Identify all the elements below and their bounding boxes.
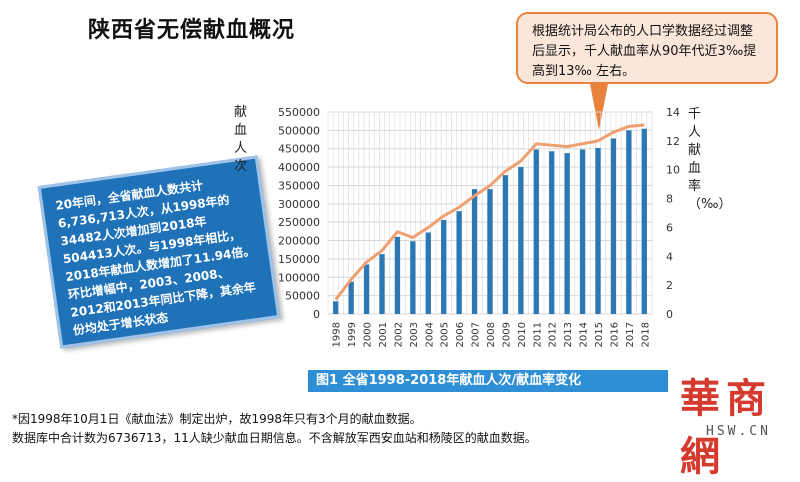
x-tick-2012: 2012 [548, 322, 559, 347]
y-tick-left: 500000 [278, 124, 320, 137]
bar-1999 [348, 281, 354, 314]
y-tick-right: 14 [666, 106, 680, 119]
y-ticks-right: 0 2 4 6 8 10 12 14 [666, 106, 680, 321]
figure-caption: 图1 全省1998-2018年献血人次/献血率变化 [308, 370, 668, 392]
bar-2004 [425, 232, 431, 314]
y-tick-left: 200000 [278, 235, 320, 248]
x-tick-2002: 2002 [393, 322, 404, 347]
bar-1998 [333, 301, 339, 314]
y-tick-left: 400000 [278, 161, 320, 174]
y-tick-left: 350000 [278, 179, 320, 192]
x-tick-2017: 2017 [625, 322, 636, 347]
bar-2017 [626, 130, 632, 314]
bar-2011 [533, 149, 539, 314]
callout-box: 根据统计局公布的人口学数据经过调整后显示，千人献血率从90年代近3‰提高到13‰… [516, 12, 778, 84]
y-tick-right: 10 [666, 164, 680, 177]
x-tick-1999: 1999 [347, 322, 358, 347]
x-tick-2004: 2004 [424, 322, 435, 347]
bar-2016 [610, 138, 617, 314]
x-tick-2018: 2018 [640, 322, 651, 347]
x-tick-2013: 2013 [563, 322, 574, 347]
bar-2005 [441, 219, 447, 314]
page-title: 陕西省无偿献血概况 [88, 18, 296, 43]
bar-series [333, 128, 647, 314]
y-tick-right: 8 [666, 193, 673, 206]
x-tick-2003: 2003 [409, 322, 420, 347]
x-tick-2007: 2007 [471, 322, 482, 347]
footnote-line-2: 数据库中合计数为6736713，11人缺少献血日期信息。不含解放军西安血站和杨陵… [12, 431, 537, 445]
x-tick-2010: 2010 [517, 322, 528, 347]
bar-2000 [363, 264, 370, 314]
x-ticks: 1998 1999 2000 2001 2002 2003 2004 2005 2006 2007… [332, 322, 652, 347]
rate-line [334, 123, 645, 301]
y-tick-left: 450000 [278, 143, 320, 156]
bar-2018 [641, 128, 647, 314]
y-tick-left: 250000 [278, 216, 320, 229]
bar-2009 [502, 175, 509, 314]
y-tick-left: 300000 [278, 198, 320, 211]
y-tick-left: 100000 [278, 271, 320, 284]
bar-2001 [379, 254, 385, 314]
x-tick-2014: 2014 [579, 322, 590, 347]
bar-2007 [471, 189, 478, 314]
y-axis-label-right: 千人献血率（‰） [688, 107, 732, 212]
x-tick-2015: 2015 [594, 322, 605, 347]
y-tick-left: 550000 [278, 106, 320, 119]
y-tick-right: 2 [666, 279, 673, 292]
x-tick-2006: 2006 [455, 322, 466, 347]
bar-2014 [579, 149, 586, 314]
y-tick-left: 150000 [278, 253, 320, 266]
bar-2002 [394, 236, 401, 314]
y-axis-label-left: 献血人次 [234, 105, 248, 174]
x-tick-1998: 1998 [332, 322, 343, 347]
x-tick-2009: 2009 [501, 322, 512, 347]
summary-box: 20年间，全省献血人数共计6,736,713人次，从1998年的34482人次增… [37, 155, 281, 349]
bar-2010 [518, 167, 524, 314]
x-tick-2000: 2000 [363, 322, 374, 347]
bar-2013 [564, 153, 570, 314]
y-tick-right: 4 [666, 250, 673, 263]
x-tick-2011: 2011 [532, 322, 543, 347]
y-ticks-left: 0 50000 100000 150000 200000 250000 300000 3500… [278, 106, 320, 321]
y-tick-right: 12 [666, 135, 680, 148]
logo-url: HSW.CN [706, 424, 771, 439]
line-series [334, 123, 645, 301]
x-tick-2001: 2001 [378, 322, 389, 347]
bar-2006 [456, 211, 462, 314]
bar-2008 [487, 189, 493, 314]
x-tick-2005: 2005 [440, 322, 451, 347]
footnote-line-1: *因1998年10月1日《献血法》制定出炉，故1998年只有3个月的献血数据。 [12, 412, 422, 426]
bar-2012 [549, 151, 555, 314]
y-tick-right: 6 [666, 221, 673, 234]
x-tick-2008: 2008 [486, 322, 497, 347]
x-tick-2016: 2016 [609, 322, 620, 347]
bar-2015 [595, 147, 601, 314]
grid-lines [327, 111, 653, 315]
y-tick-left: 50000 [285, 290, 320, 303]
callout-arrow [590, 84, 608, 130]
y-tick-left: 0 [313, 308, 320, 321]
bar-2003 [410, 241, 416, 314]
y-tick-right: 0 [666, 308, 673, 321]
footnote: *因1998年10月1日《献血法》制定出炉，故1998年只有3个月的献血数据。 … [12, 410, 537, 448]
